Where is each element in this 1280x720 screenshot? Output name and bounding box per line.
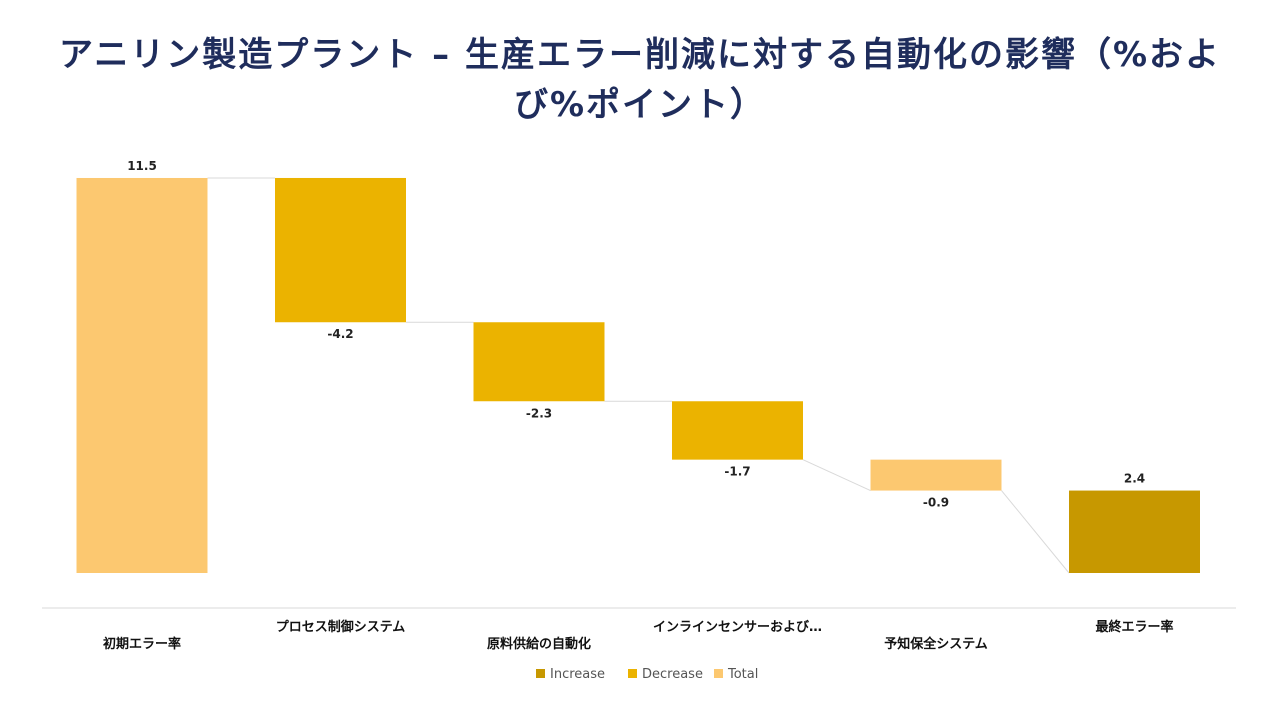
legend-label: Increase	[550, 667, 605, 682]
category-label: 初期エラー率	[103, 636, 181, 652]
bar-6	[1069, 490, 1200, 573]
data-label: -2.3	[526, 406, 552, 420]
connector-line	[1001, 490, 1070, 574]
category-label: 原料供給の自動化	[487, 636, 591, 652]
data-label: -0.9	[923, 496, 949, 510]
category-label: 最終エラー率	[1095, 619, 1173, 635]
data-label: 2.4	[1124, 472, 1145, 486]
bar-1	[76, 177, 208, 573]
chart-title: アニリン製造プラント – 生産エラー削減に対する自動化の影響（%および%ポイント…	[58, 35, 1222, 125]
legend-swatch	[628, 669, 637, 678]
bar-4	[672, 401, 803, 460]
category-label: 予知保全システム	[884, 636, 988, 652]
data-label-group: 11.5 -4.2 -2.3 -1.7 -0.9 2.4	[127, 159, 1145, 510]
data-label: -4.2	[327, 327, 353, 341]
bar-5	[870, 459, 1002, 491]
legend-swatch	[536, 669, 545, 678]
bar-2	[275, 177, 406, 323]
data-label: -1.7	[724, 465, 750, 479]
legend-swatch	[714, 669, 723, 678]
bar-group	[76, 177, 1200, 573]
legend: Increase Decrease Total	[536, 667, 758, 682]
data-label: 11.5	[127, 159, 157, 173]
connector-line	[802, 459, 871, 492]
legend-label: Total	[727, 667, 758, 682]
legend-label: Decrease	[642, 667, 703, 682]
bar-3	[473, 322, 605, 402]
connector-lines	[207, 177, 1070, 574]
category-label: プロセス制御システム	[276, 619, 406, 635]
category-label: インラインセンサーおよび…	[653, 620, 822, 635]
